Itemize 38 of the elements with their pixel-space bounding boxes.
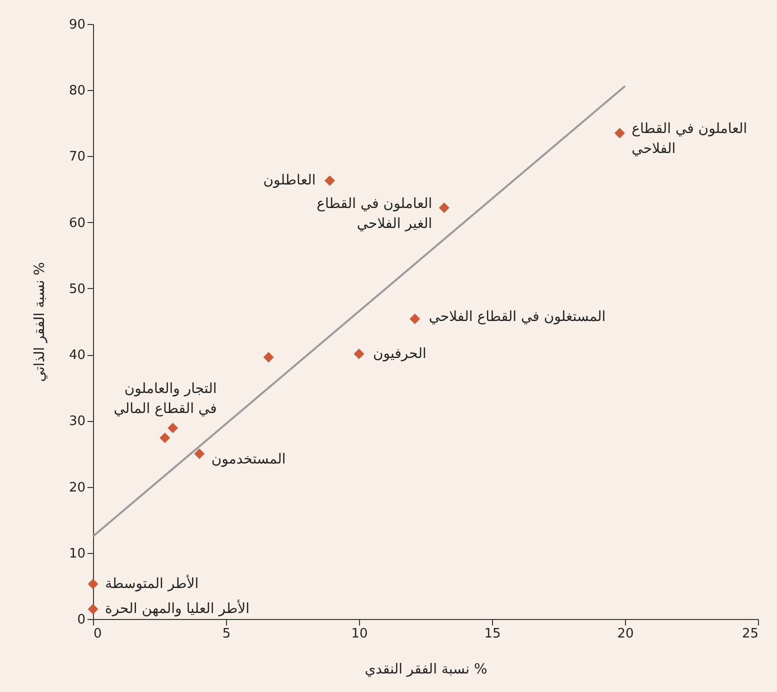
x-tick-label: 5 xyxy=(222,626,231,642)
point xyxy=(614,128,625,138)
y-tick-label: 90 xyxy=(68,18,86,32)
annotation: العاملون في القطاع الفلاحي xyxy=(632,121,748,158)
y-tick-label: 10 xyxy=(68,546,86,562)
y-tick-label: 50 xyxy=(68,282,86,297)
annotation: الأطر العليا والمهن الحرة xyxy=(105,599,250,618)
y-tick-label: 0 xyxy=(77,612,86,628)
point xyxy=(88,578,98,590)
x-tick-label: 10 xyxy=(351,626,368,642)
y-tick-label: 20 xyxy=(68,480,86,496)
annotation: المستغلون في القطاع الفلاحي xyxy=(428,308,606,325)
point xyxy=(410,314,420,324)
x-tick-label: 20 xyxy=(617,626,634,642)
annotation: التجار والعاملون في القطاع المالي xyxy=(114,380,217,417)
annotation: الحرفيون xyxy=(373,346,426,362)
point xyxy=(160,432,170,444)
y-tick-label: 70 xyxy=(68,150,86,165)
y-tick-label: 30 xyxy=(68,414,86,430)
point xyxy=(263,352,274,362)
point xyxy=(354,348,364,360)
annotation: العاطلون xyxy=(263,172,316,189)
point xyxy=(324,175,335,186)
point xyxy=(194,448,205,459)
x-axis-title: نسبة الفقر النقدي % xyxy=(364,662,488,678)
y-axis-title: نسبة الفقر الذاتي % xyxy=(32,262,48,382)
y-tick-label: 40 xyxy=(68,348,86,364)
point xyxy=(438,202,450,214)
annotation: العاملون في القطاع الغير الفلاحي xyxy=(316,196,432,232)
y-tick-label: 80 xyxy=(68,84,86,99)
x-tick-label: 0 xyxy=(94,626,102,642)
x-tick-label: 25 xyxy=(742,626,758,642)
point xyxy=(88,604,98,614)
y-tick-label: 60 xyxy=(68,216,86,231)
annotation: الأطر المتوسطة xyxy=(105,574,199,592)
annotation: المستخدمون xyxy=(211,452,286,468)
point xyxy=(168,422,178,434)
x-tick-label: 15 xyxy=(484,626,501,642)
